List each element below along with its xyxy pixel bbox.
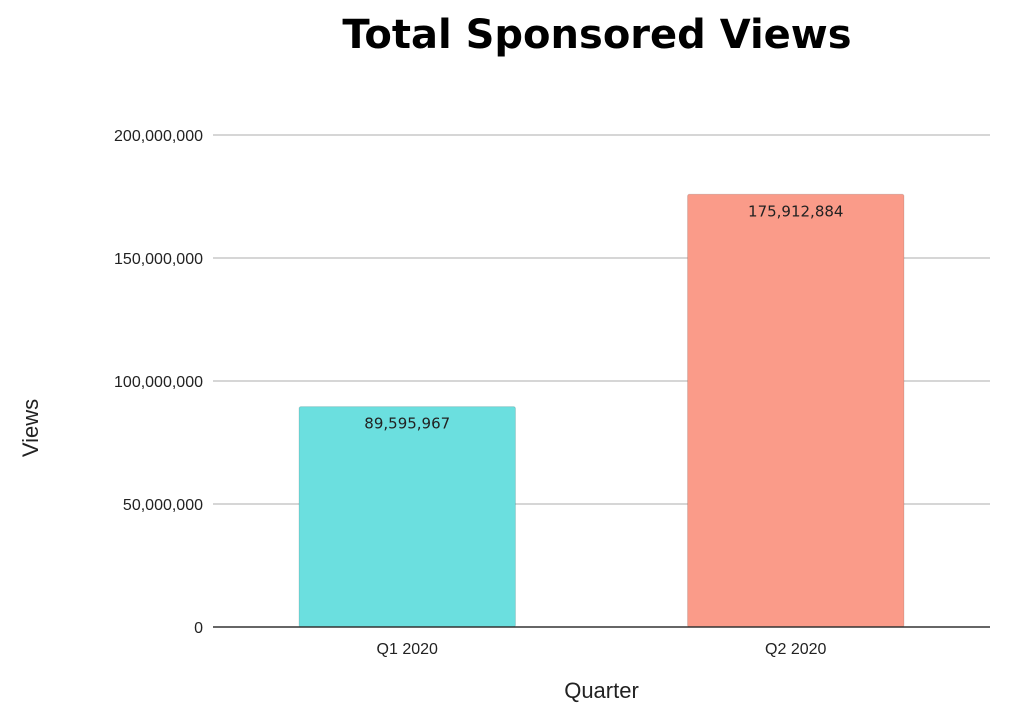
y-axis-ticks: 0 50,000,000 100,000,000 150,000,000 200,000… bbox=[114, 128, 203, 637]
x-axis-ticks: Q1 2020 Q2 2020 bbox=[377, 641, 827, 658]
y-axis-title: Views bbox=[18, 399, 43, 457]
data-label: 175,912,884 bbox=[748, 202, 843, 220]
y-tick-label: 50,000,000 bbox=[123, 497, 203, 514]
x-tick-label: Q2 2020 bbox=[765, 641, 826, 658]
bars bbox=[298, 193, 905, 628]
data-labels: 89,595,967 175,912,884 bbox=[364, 202, 843, 432]
chart-title: Total Sponsored Views bbox=[342, 12, 852, 58]
x-axis-title: Quarter bbox=[564, 678, 639, 703]
data-label: 89,595,967 bbox=[364, 415, 450, 433]
bar bbox=[687, 193, 905, 628]
y-tick-label: 150,000,000 bbox=[114, 251, 203, 268]
y-tick-label: 200,000,000 bbox=[114, 128, 203, 145]
x-tick-label: Q1 2020 bbox=[377, 641, 438, 658]
bar bbox=[298, 406, 516, 628]
y-tick-label: 0 bbox=[194, 620, 203, 637]
y-tick-label: 100,000,000 bbox=[114, 374, 203, 391]
